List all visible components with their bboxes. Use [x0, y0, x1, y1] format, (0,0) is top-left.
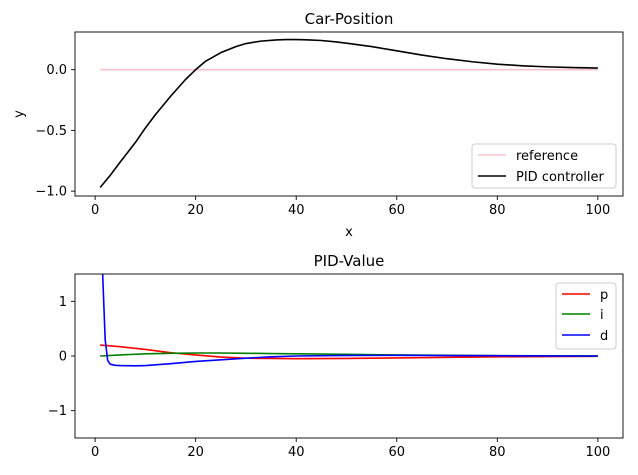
position-axes-frame [74, 31, 624, 197]
position-x-axis-title: x [345, 225, 353, 240]
position-legend-label-pid: PID controller [516, 170, 604, 185]
pid-value-legend-box [555, 282, 617, 350]
pid-value-x-tick-label: 80 [489, 445, 506, 460]
position-series-group [99, 38, 598, 189]
pid-value-legend-label-p: p [600, 288, 608, 303]
pid-value-y-tick-label: −1 [48, 404, 67, 419]
pid-value-series-line-p [100, 344, 598, 360]
pid-value-legend-label-i: i [600, 308, 604, 323]
position-series-line-pid-controller [99, 38, 598, 189]
pid-value-legend-label-d: d [600, 329, 608, 344]
position-y-tick-label: −1.0 [35, 185, 67, 200]
position-legend: reference PID controller [471, 143, 617, 189]
pid-value-series-line-d [101, 274, 598, 367]
position-x-tick-label: 0 [91, 203, 99, 218]
position-x-tick-label: 80 [489, 203, 506, 218]
position-y-tick-label: 0.0 [46, 63, 67, 78]
pid-value-series-group [100, 274, 598, 367]
position-plot-area: 0 20 40 60 80 100 −1.0 −0.5 0.0 [35, 31, 624, 218]
position-x-tick-label: 40 [288, 203, 305, 218]
position-x-tick-label: 100 [585, 203, 610, 218]
position-y-tick-label: −0.5 [35, 124, 67, 139]
position-legend-box [471, 143, 617, 189]
pid-value-x-tick-label: 0 [91, 445, 99, 460]
pid-value-y-tick-label: 1 [59, 295, 67, 310]
position-x-tick-label: 60 [388, 203, 405, 218]
pid-value-plot-area: 0 20 40 60 80 100 −1 0 1 [48, 273, 624, 460]
position-y-axis-title: y [12, 110, 27, 118]
pid-value-legend: p i d [555, 282, 617, 350]
pid-value-x-tick-label: 60 [388, 445, 405, 460]
pid-value-x-tick-label: 40 [288, 445, 305, 460]
position-legend-label-reference: reference [516, 149, 578, 164]
position-x-tick-label: 20 [187, 203, 204, 218]
pid-value-y-tick-label: 0 [59, 350, 67, 365]
pid-value-chart-title: PID-Value [314, 252, 385, 270]
pid-value-chart: PID-Value 0 20 40 60 80 100 −1 0 1 p i d [48, 252, 624, 460]
pid-value-x-tick-label: 20 [187, 445, 204, 460]
position-chart-title: Car-Position [305, 10, 394, 28]
pid-value-x-tick-label: 100 [585, 445, 610, 460]
position-chart: Car-Position 0 20 40 60 80 100 −1.0 −0.5 0.0 x y… [12, 10, 624, 240]
